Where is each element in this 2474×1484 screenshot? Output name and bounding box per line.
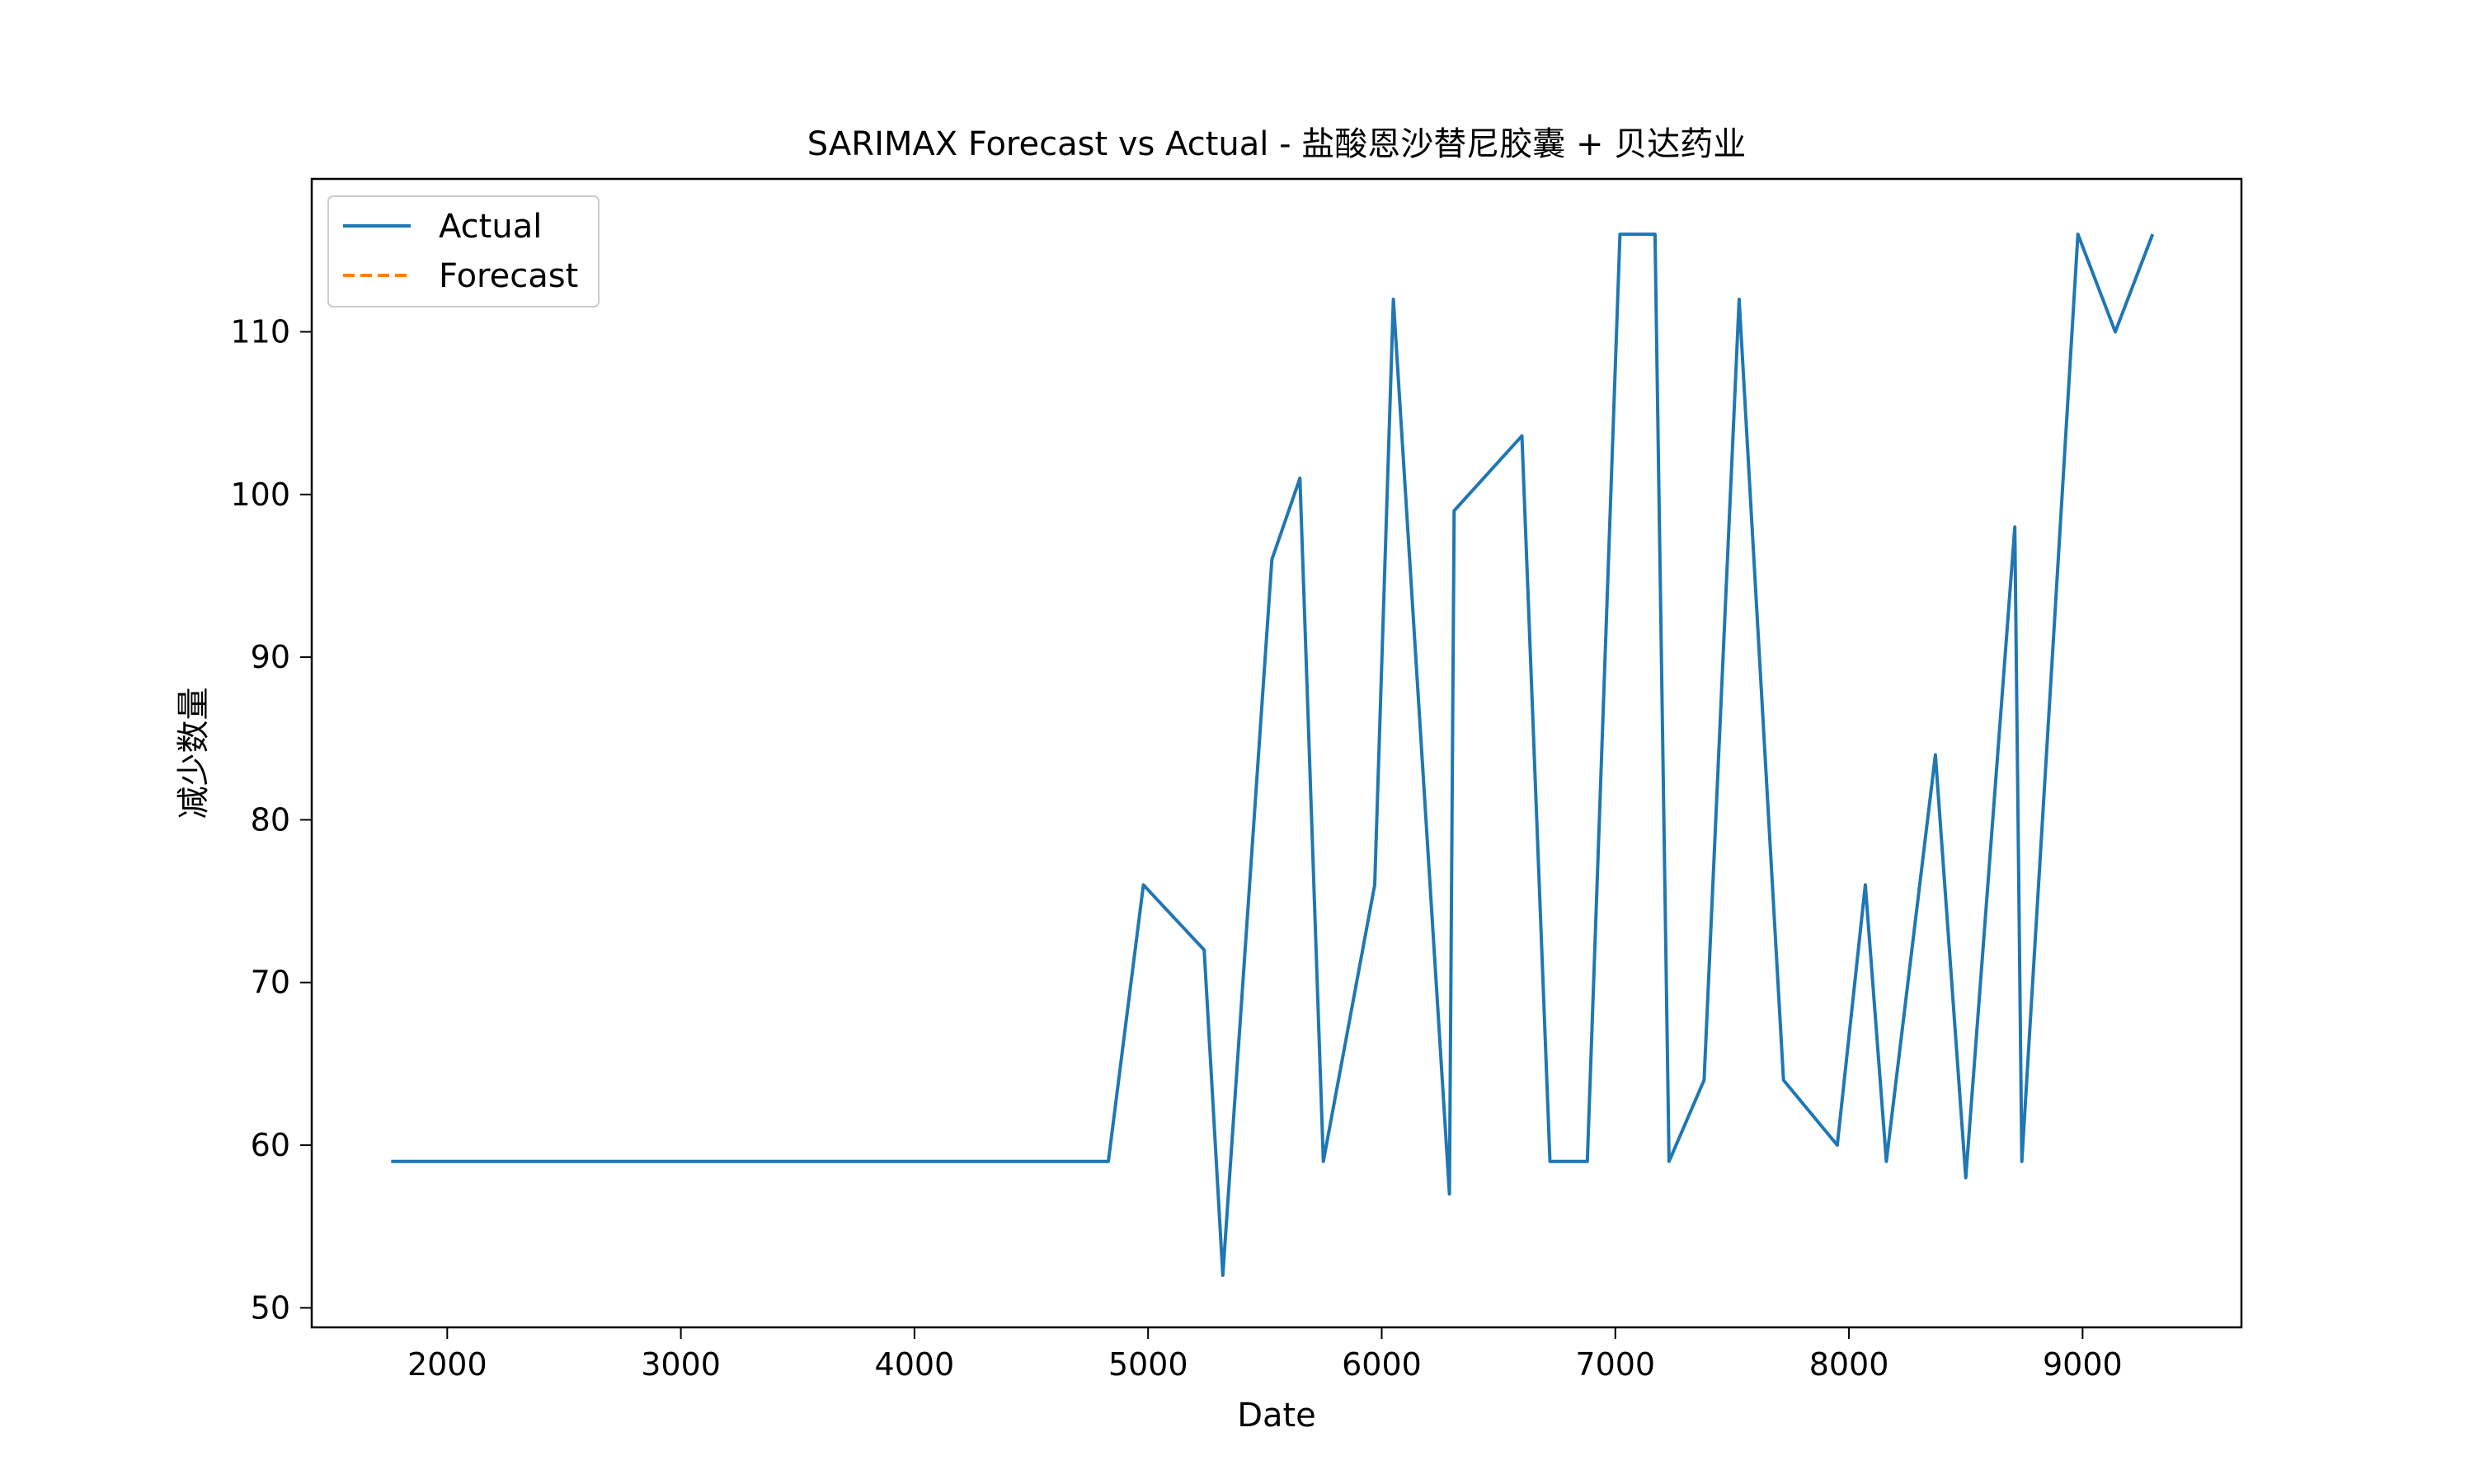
y-axis-label: 减少数量 bbox=[175, 688, 213, 819]
x-tick-label: 5000 bbox=[1108, 1346, 1188, 1383]
legend-box bbox=[327, 195, 600, 308]
y-tick-label: 110 bbox=[230, 313, 290, 350]
legend-label-actual: Actual bbox=[439, 208, 542, 246]
plot-area bbox=[310, 177, 2243, 1329]
x-axis-ticks: 2000 3000 4000 5000 6000 7000 8000 9000 bbox=[407, 1327, 2123, 1383]
y-axis-ticks: 50 60 70 80 90 100 110 bbox=[230, 313, 312, 1326]
y-tick-label: 100 bbox=[230, 477, 290, 513]
legend: Actual Forecast bbox=[327, 195, 600, 308]
legend-label-forecast: Forecast bbox=[439, 257, 578, 295]
x-tick-label: 6000 bbox=[1342, 1346, 1422, 1383]
series-line-actual bbox=[391, 232, 2155, 1277]
x-tick-label: 8000 bbox=[1809, 1346, 1889, 1383]
x-tick-label: 3000 bbox=[641, 1346, 721, 1383]
x-tick-label: 9000 bbox=[2043, 1346, 2123, 1383]
x-tick-label: 2000 bbox=[407, 1346, 487, 1383]
x-tick-label: 7000 bbox=[1575, 1346, 1655, 1383]
y-tick-label: 80 bbox=[251, 801, 290, 838]
y-tick-label: 50 bbox=[251, 1289, 290, 1326]
y-tick-label: 60 bbox=[251, 1127, 290, 1163]
series-group bbox=[391, 232, 2155, 1277]
x-axis-label: Date bbox=[1237, 1397, 1316, 1435]
y-tick-label: 70 bbox=[251, 965, 290, 1001]
y-tick-label: 90 bbox=[251, 639, 290, 675]
x-tick-label: 4000 bbox=[875, 1346, 955, 1383]
chart-title: SARIMAX Forecast vs Actual - 盐酸恩沙替尼胶囊 + … bbox=[807, 125, 1746, 163]
plot-frame bbox=[310, 177, 2243, 1329]
